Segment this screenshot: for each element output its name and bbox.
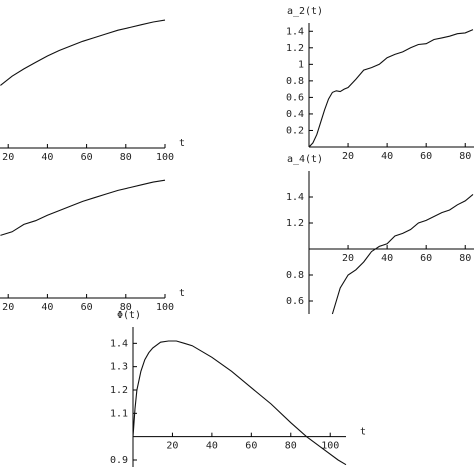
- x-tick-label: 20: [342, 253, 354, 264]
- x-tick-label: 60: [81, 302, 93, 313]
- x-tick-label: 100: [321, 441, 339, 452]
- x-tick-label: 20: [2, 152, 14, 163]
- y-tick-label: 1: [298, 59, 304, 70]
- curve: [132, 340, 347, 466]
- x-axis-label: t: [360, 427, 366, 438]
- curve: [0, 19, 166, 86]
- y-tick-label: 0.2: [286, 125, 304, 136]
- y-axis-label: a_4(t): [287, 154, 323, 165]
- x-tick-label: 60: [81, 152, 93, 163]
- x-tick-label: 100: [156, 152, 174, 163]
- x-tick-label: 80: [120, 302, 132, 313]
- y-tick-label: 1.2: [286, 43, 304, 54]
- x-tick-label: 40: [381, 253, 393, 264]
- y-tick-label: 0.4: [286, 109, 304, 120]
- y-axis-label: Φ(t): [117, 310, 141, 321]
- y-tick-label: 1.2: [286, 218, 304, 229]
- x-tick-label: 80: [120, 152, 132, 163]
- y-tick-label: 1.4: [110, 338, 128, 349]
- x-tick-label: 40: [206, 441, 218, 452]
- x-tick-label: 20: [342, 151, 354, 162]
- x-tick-label: 60: [420, 151, 432, 162]
- x-axis-label: t: [179, 288, 185, 299]
- y-tick-label: 1.3: [110, 362, 128, 373]
- y-tick-label: 0.9: [110, 455, 128, 466]
- x-tick-label: 60: [245, 441, 257, 452]
- x-tick-label: 40: [41, 152, 53, 163]
- x-tick-label: 80: [285, 441, 297, 452]
- curve: [308, 29, 474, 148]
- y-tick-label: 0.8: [286, 270, 304, 281]
- curve: [331, 193, 474, 315]
- x-tick-label: 40: [41, 302, 53, 313]
- y-tick-label: 1.4: [286, 192, 304, 203]
- x-tick-label: 20: [2, 302, 14, 313]
- y-axis-label: a_2(t): [287, 6, 323, 17]
- x-tick-label: 20: [166, 441, 178, 452]
- y-tick-label: 1.1: [110, 408, 128, 419]
- y-tick-label: 0.8: [286, 76, 304, 87]
- y-tick-label: 0.6: [286, 296, 304, 307]
- y-tick-label: 0.6: [286, 92, 304, 103]
- x-tick-label: 80: [459, 253, 471, 264]
- x-axis-label: t: [179, 138, 185, 149]
- y-tick-label: 1.2: [110, 385, 128, 396]
- x-tick-label: 60: [420, 253, 432, 264]
- x-tick-label: 40: [381, 151, 393, 162]
- curve: [0, 179, 166, 236]
- x-tick-label: 100: [156, 302, 174, 313]
- y-tick-label: 1.4: [286, 26, 304, 37]
- x-tick-label: 80: [459, 151, 471, 162]
